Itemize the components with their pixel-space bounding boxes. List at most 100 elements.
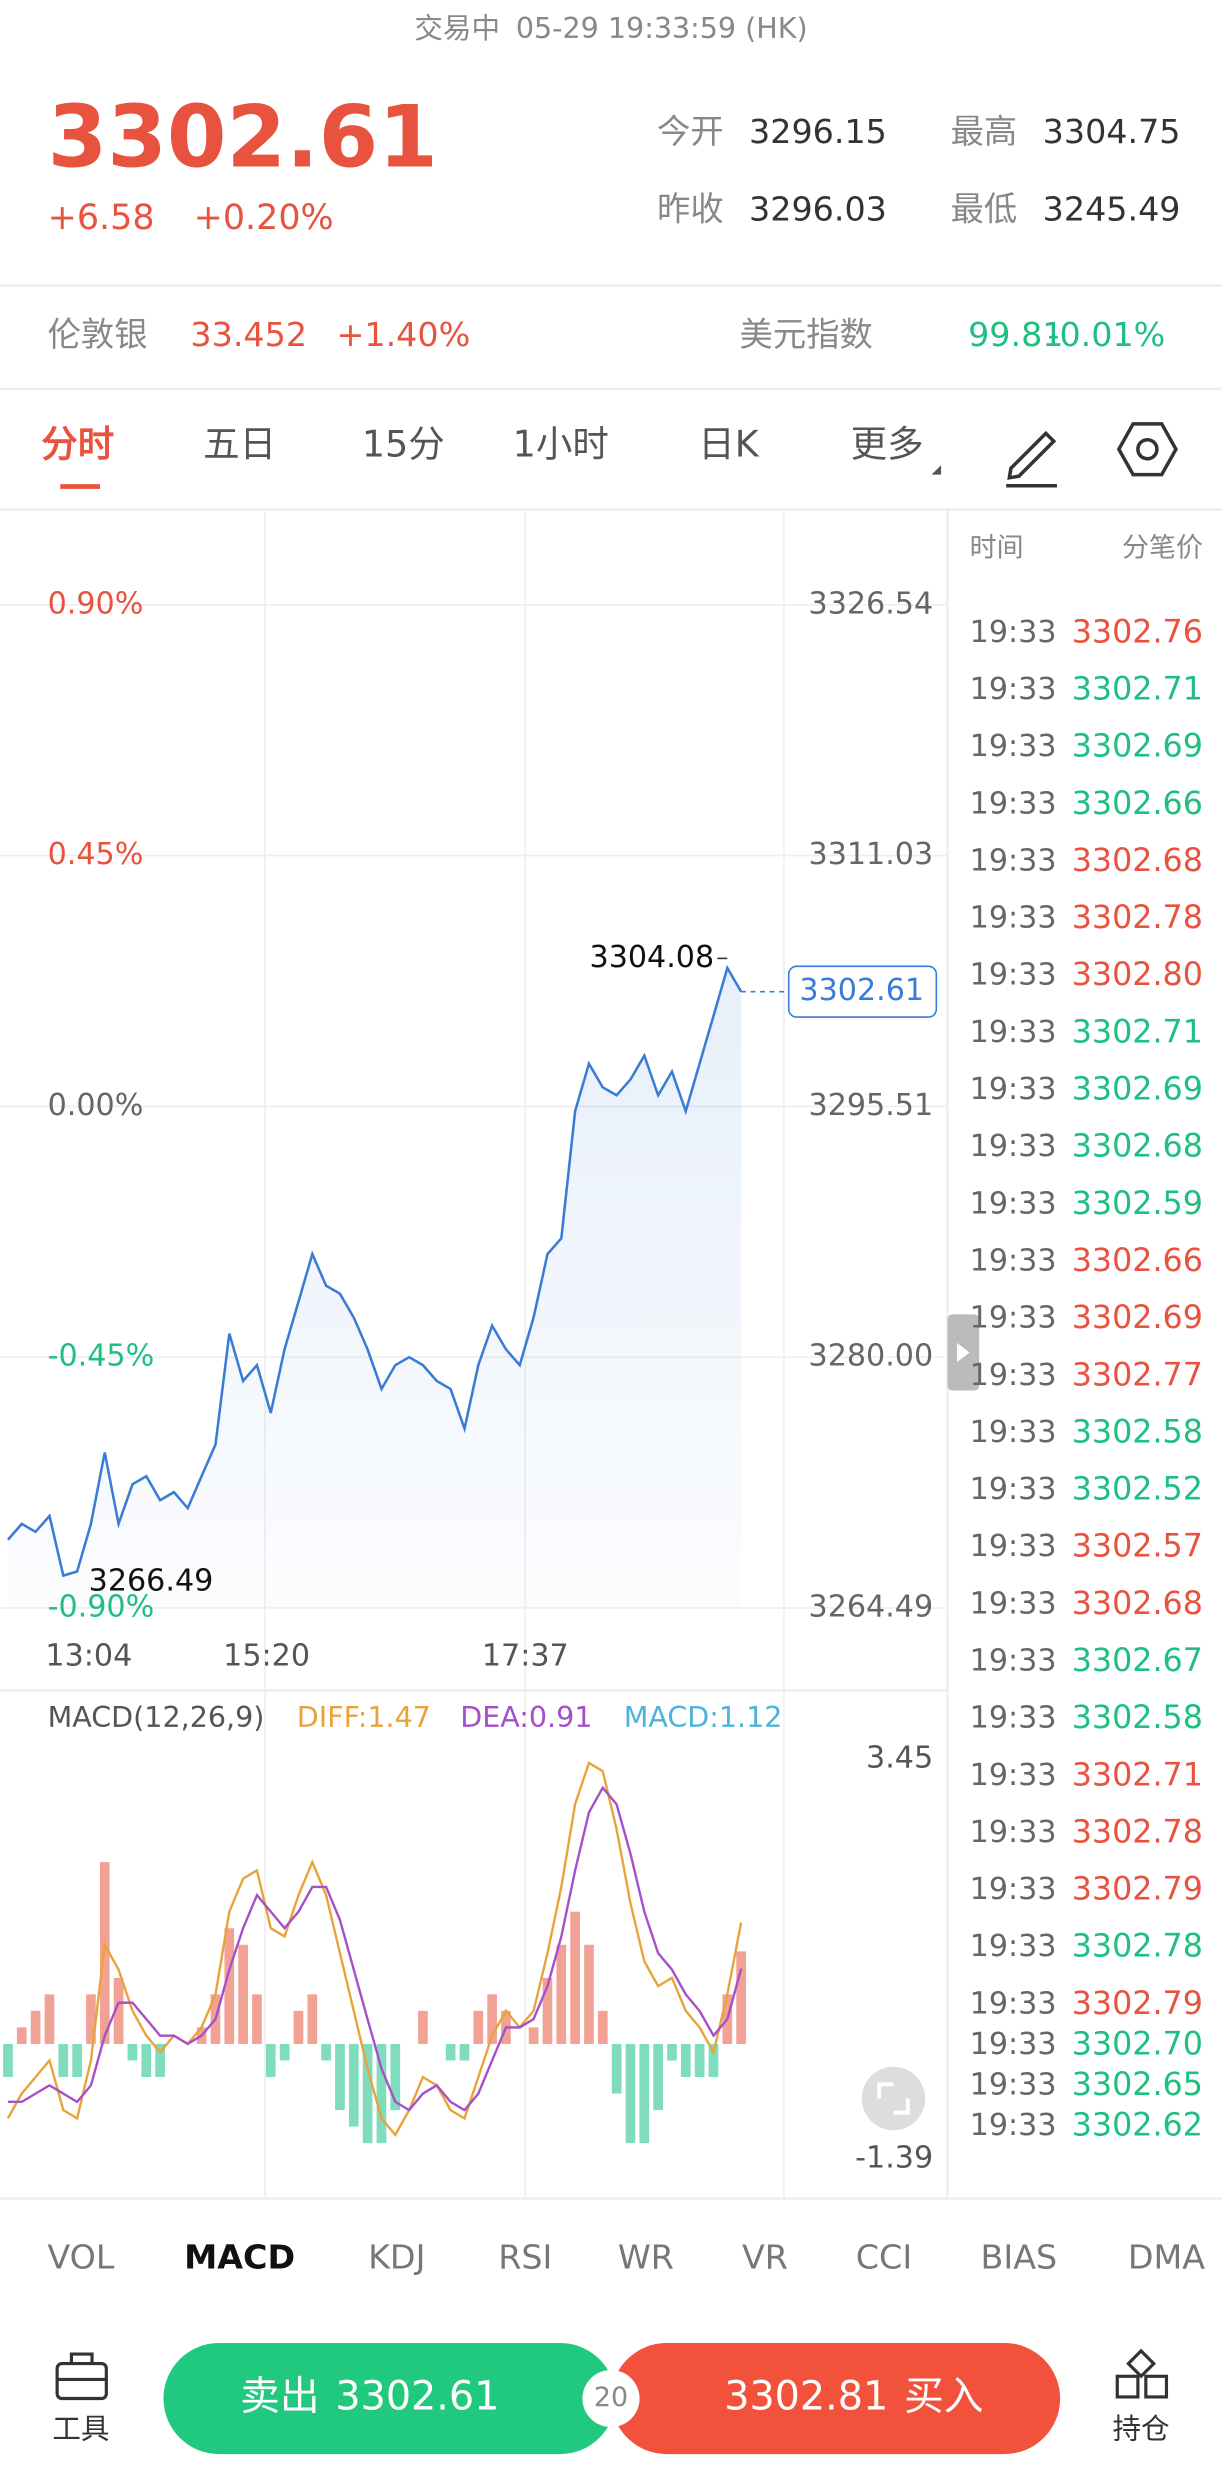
sell-part: 卖出 [240, 2373, 319, 2419]
trade-time: 19:33 [970, 2027, 1057, 2062]
trade-time: 19:33 [970, 958, 1057, 993]
macd-bar [584, 1944, 594, 2044]
macd-bar [44, 1994, 55, 2044]
trade-price: 3302.77 [1072, 1357, 1203, 1393]
indicator-tab[interactable]: RSI [498, 2237, 552, 2276]
trade-time: 19:33 [970, 1072, 1057, 1107]
macd-bar [72, 2043, 82, 2078]
trade-price: 3302.68 [1072, 843, 1203, 879]
indicator-tab[interactable]: VOL [47, 2237, 114, 2276]
stat-value: 3296.15 [749, 112, 887, 151]
macd-bar [542, 1977, 553, 2044]
pct-label: 0.45% [48, 837, 144, 872]
stat-label: 今开 [657, 112, 724, 151]
legend-label: MACD:1.12 [624, 1700, 783, 1734]
indicator-tab[interactable]: KDJ [368, 2237, 425, 2276]
tab[interactable]: 1小时 [513, 423, 609, 466]
trade-price: 3302.76 [1072, 614, 1203, 650]
indicator-tab[interactable]: CCI [856, 2237, 912, 2276]
tab[interactable]: 更多 [851, 423, 924, 466]
macd-bar [556, 1944, 567, 2044]
macd-bar [570, 1911, 580, 2044]
pct-label: -0.45% [48, 1339, 155, 1374]
stat-label: 最低 [951, 190, 1018, 229]
tab-underline [60, 484, 100, 489]
trade-price: 3302.70 [1072, 2026, 1203, 2062]
buy-part: 买入 [904, 2373, 983, 2419]
lots-badge[interactable] [582, 2369, 640, 2428]
trade-price: 3302.79 [1072, 1986, 1203, 2022]
macd-bar [155, 2043, 165, 2078]
indicator-tab[interactable]: MACD [184, 2237, 295, 2276]
trade-time: 19:33 [970, 1929, 1057, 1964]
time-text: 05-29 19:33:59 (HK) [516, 11, 808, 45]
macd-bar [390, 2043, 401, 2111]
edit-icon[interactable] [1006, 430, 1057, 488]
macd-bar [418, 2010, 428, 2044]
macd-bar [653, 2043, 663, 2111]
macd-bar [265, 2043, 276, 2078]
trade-time: 19:33 [970, 615, 1057, 650]
buy-button[interactable] [611, 2342, 1061, 2455]
trade-time: 19:33 [970, 1129, 1057, 1164]
expand-button[interactable] [861, 2066, 926, 2131]
indicator-tab[interactable]: BIAS [981, 2237, 1058, 2276]
macd-bar [362, 2043, 373, 2144]
macd-bar [487, 1994, 497, 2044]
macd-bar [238, 1944, 248, 2044]
trade-time: 19:33 [970, 1758, 1057, 1793]
macd-bar [252, 1994, 262, 2044]
tab[interactable]: 五日 [203, 423, 276, 466]
sell-button[interactable] [163, 2342, 616, 2455]
related-value: 99.81 [968, 315, 1063, 354]
related-value: 33.452 [190, 315, 307, 354]
macd-bar [459, 2043, 470, 2061]
trade-price: 3302.78 [1072, 900, 1203, 936]
tab[interactable]: 分时 [41, 423, 114, 466]
tab[interactable]: 15分 [362, 423, 445, 466]
trade-price: 3302.71 [1072, 1757, 1203, 1793]
trade-time: 19:33 [970, 786, 1057, 821]
price-line [6, 964, 743, 1578]
macd-bar [293, 2010, 304, 2044]
lots: 20 [594, 2382, 628, 2413]
status: 交易中 05-29 19:33:59 (HK) [414, 11, 807, 45]
low-label: 3266.49 [89, 1564, 214, 1599]
macd-bar [445, 2043, 456, 2061]
trade-price: 3302.52 [1072, 1472, 1203, 1508]
stat-value: 3245.49 [1043, 190, 1181, 229]
stat-value: 3296.03 [749, 190, 887, 229]
indicator-tab[interactable]: VR [742, 2237, 788, 2276]
trade-time: 19:33 [970, 901, 1057, 936]
position-label: 持仓 [1113, 2411, 1170, 2445]
pct-label: 0.90% [48, 586, 144, 621]
trade-time: 19:33 [970, 1243, 1057, 1278]
trade-time: 19:33 [970, 1701, 1057, 1736]
tools-icon[interactable] [55, 2352, 108, 2401]
buy-part: 3302.81 [724, 2373, 888, 2419]
settings-icon[interactable] [1116, 422, 1178, 477]
indicator-tab[interactable]: WR [618, 2237, 674, 2276]
last-price: 3302.61 [48, 87, 438, 187]
trade-price: 3302.58 [1072, 1700, 1203, 1736]
trade-price: 3302.69 [1072, 1300, 1203, 1336]
y-tick-label: 3311.03 [809, 837, 934, 872]
trade-price: 3302.59 [1072, 1186, 1203, 1222]
trade-price: 3302.71 [1072, 1014, 1203, 1050]
trade-price: 3302.68 [1072, 1586, 1203, 1622]
y-tick-label: -1.39 [855, 2140, 933, 2175]
indicator-tab[interactable]: DMA [1128, 2237, 1205, 2276]
change-pct: +0.20% [194, 198, 334, 238]
tab[interactable]: 日K [698, 423, 759, 466]
related-change: -0.01% [1047, 315, 1165, 354]
macd-line [6, 1761, 743, 2137]
macd-bar [639, 2043, 650, 2144]
last-price-box [787, 965, 938, 1018]
macd-bar [528, 2027, 539, 2044]
position-icon[interactable] [1115, 2348, 1169, 2399]
sell-text: 卖出 3302.61 [240, 2373, 499, 2419]
macd-bar [667, 2043, 677, 2061]
more-arrow [931, 465, 942, 475]
trade-time: 19:33 [970, 1415, 1057, 1450]
